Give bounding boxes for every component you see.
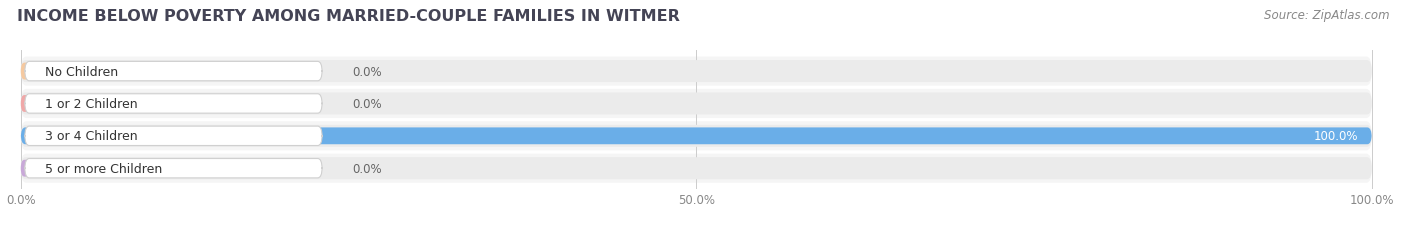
FancyBboxPatch shape <box>25 94 322 114</box>
Text: 100.0%: 100.0% <box>1313 130 1358 143</box>
Text: 0.0%: 0.0% <box>352 97 381 110</box>
Text: 1 or 2 Children: 1 or 2 Children <box>45 97 138 110</box>
FancyBboxPatch shape <box>21 154 1372 183</box>
Text: 5 or more Children: 5 or more Children <box>45 162 162 175</box>
FancyBboxPatch shape <box>21 96 67 112</box>
Text: 3 or 4 Children: 3 or 4 Children <box>45 130 138 143</box>
FancyBboxPatch shape <box>21 158 1372 179</box>
FancyBboxPatch shape <box>21 125 1372 147</box>
FancyBboxPatch shape <box>21 122 1372 151</box>
Text: No Children: No Children <box>45 65 118 78</box>
FancyBboxPatch shape <box>25 159 322 178</box>
FancyBboxPatch shape <box>21 61 1372 83</box>
FancyBboxPatch shape <box>21 93 1372 115</box>
FancyBboxPatch shape <box>21 63 67 80</box>
Text: Source: ZipAtlas.com: Source: ZipAtlas.com <box>1264 9 1389 22</box>
FancyBboxPatch shape <box>21 89 1372 119</box>
FancyBboxPatch shape <box>21 160 67 177</box>
Text: 0.0%: 0.0% <box>352 162 381 175</box>
FancyBboxPatch shape <box>21 57 1372 86</box>
Text: INCOME BELOW POVERTY AMONG MARRIED-COUPLE FAMILIES IN WITMER: INCOME BELOW POVERTY AMONG MARRIED-COUPL… <box>17 9 679 24</box>
FancyBboxPatch shape <box>25 127 322 146</box>
FancyBboxPatch shape <box>25 62 322 81</box>
Text: 0.0%: 0.0% <box>352 65 381 78</box>
FancyBboxPatch shape <box>21 128 1372 145</box>
